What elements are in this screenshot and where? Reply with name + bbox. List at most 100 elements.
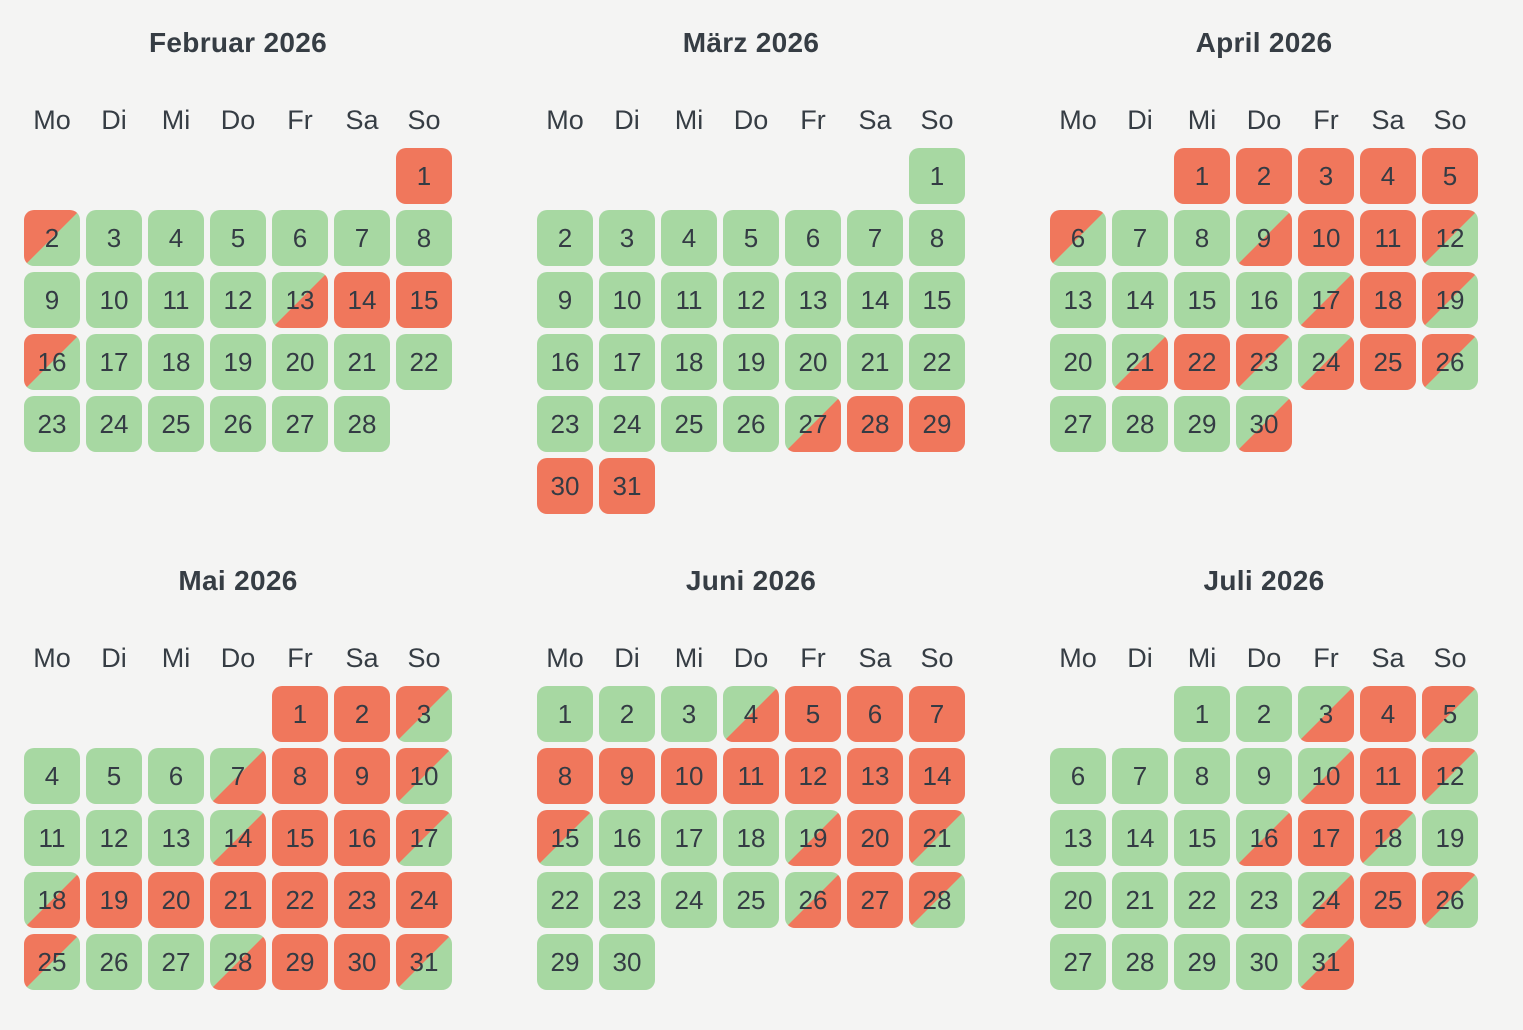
day-cell-available[interactable]: 30 — [599, 934, 655, 990]
day-cell-booked[interactable]: 10 — [1298, 210, 1354, 266]
day-cell-available[interactable]: 6 — [272, 210, 328, 266]
day-cell-available[interactable]: 3 — [86, 210, 142, 266]
day-cell-available[interactable]: 23 — [1236, 872, 1292, 928]
day-cell-booked[interactable]: 13 — [847, 748, 903, 804]
day-cell-checkin[interactable]: 31 — [1298, 934, 1354, 990]
day-cell-available[interactable]: 26 — [86, 934, 142, 990]
day-cell-available[interactable]: 29 — [1174, 934, 1230, 990]
day-cell-checkin[interactable]: 14 — [210, 810, 266, 866]
day-cell-available[interactable]: 16 — [599, 810, 655, 866]
day-cell-booked[interactable]: 1 — [272, 686, 328, 742]
day-cell-checkout[interactable]: 21 — [909, 810, 965, 866]
day-cell-available[interactable]: 3 — [661, 686, 717, 742]
day-cell-available[interactable]: 1 — [537, 686, 593, 742]
day-cell-available[interactable]: 4 — [661, 210, 717, 266]
day-cell-available[interactable]: 29 — [537, 934, 593, 990]
day-cell-booked[interactable]: 12 — [785, 748, 841, 804]
day-cell-available[interactable]: 24 — [661, 872, 717, 928]
day-cell-checkout[interactable]: 6 — [1050, 210, 1106, 266]
day-cell-booked[interactable]: 30 — [334, 934, 390, 990]
day-cell-checkin[interactable]: 9 — [1236, 210, 1292, 266]
day-cell-available[interactable]: 5 — [723, 210, 779, 266]
day-cell-available[interactable]: 20 — [1050, 334, 1106, 390]
day-cell-booked[interactable]: 21 — [210, 872, 266, 928]
day-cell-available[interactable]: 22 — [909, 334, 965, 390]
day-cell-available[interactable]: 11 — [148, 272, 204, 328]
day-cell-booked[interactable]: 17 — [1298, 810, 1354, 866]
day-cell-checkin[interactable]: 13 — [272, 272, 328, 328]
day-cell-checkout[interactable]: 23 — [1236, 334, 1292, 390]
day-cell-available[interactable]: 10 — [86, 272, 142, 328]
day-cell-booked[interactable]: 16 — [334, 810, 390, 866]
day-cell-available[interactable]: 16 — [1236, 272, 1292, 328]
day-cell-booked[interactable]: 23 — [334, 872, 390, 928]
day-cell-available[interactable]: 24 — [599, 396, 655, 452]
day-cell-available[interactable]: 1 — [1174, 686, 1230, 742]
day-cell-available[interactable]: 17 — [661, 810, 717, 866]
day-cell-available[interactable]: 20 — [785, 334, 841, 390]
day-cell-checkout[interactable]: 12 — [1422, 748, 1478, 804]
day-cell-checkout[interactable]: 26 — [1422, 872, 1478, 928]
day-cell-booked[interactable]: 4 — [1360, 148, 1416, 204]
day-cell-checkin[interactable]: 10 — [1298, 748, 1354, 804]
day-cell-checkout[interactable]: 19 — [1422, 272, 1478, 328]
day-cell-booked[interactable]: 10 — [661, 748, 717, 804]
day-cell-checkin[interactable]: 3 — [1298, 686, 1354, 742]
day-cell-booked[interactable]: 11 — [723, 748, 779, 804]
day-cell-checkin[interactable]: 4 — [723, 686, 779, 742]
day-cell-available[interactable]: 3 — [599, 210, 655, 266]
day-cell-available[interactable]: 28 — [334, 396, 390, 452]
day-cell-available[interactable]: 21 — [1112, 872, 1168, 928]
day-cell-available[interactable]: 6 — [785, 210, 841, 266]
day-cell-booked[interactable]: 14 — [909, 748, 965, 804]
day-cell-checkout[interactable]: 3 — [396, 686, 452, 742]
day-cell-booked[interactable]: 5 — [1422, 148, 1478, 204]
day-cell-booked[interactable]: 18 — [1360, 272, 1416, 328]
day-cell-available[interactable]: 15 — [909, 272, 965, 328]
day-cell-booked[interactable]: 25 — [1360, 334, 1416, 390]
day-cell-available[interactable]: 20 — [1050, 872, 1106, 928]
day-cell-available[interactable]: 17 — [599, 334, 655, 390]
day-cell-available[interactable]: 20 — [272, 334, 328, 390]
day-cell-available[interactable]: 18 — [661, 334, 717, 390]
day-cell-booked[interactable]: 29 — [272, 934, 328, 990]
day-cell-available[interactable]: 26 — [723, 396, 779, 452]
day-cell-booked[interactable]: 6 — [847, 686, 903, 742]
day-cell-booked[interactable]: 8 — [272, 748, 328, 804]
day-cell-available[interactable]: 27 — [1050, 396, 1106, 452]
day-cell-checkin[interactable]: 19 — [785, 810, 841, 866]
day-cell-checkout[interactable]: 28 — [909, 872, 965, 928]
day-cell-checkin[interactable]: 24 — [1298, 334, 1354, 390]
day-cell-checkin[interactable]: 16 — [1236, 810, 1292, 866]
day-cell-booked[interactable]: 4 — [1360, 686, 1416, 742]
day-cell-available[interactable]: 6 — [1050, 748, 1106, 804]
day-cell-available[interactable]: 15 — [1174, 810, 1230, 866]
day-cell-booked[interactable]: 19 — [86, 872, 142, 928]
day-cell-available[interactable]: 19 — [1422, 810, 1478, 866]
day-cell-booked[interactable]: 2 — [1236, 148, 1292, 204]
day-cell-checkin[interactable]: 26 — [785, 872, 841, 928]
day-cell-checkin[interactable]: 30 — [1236, 396, 1292, 452]
day-cell-booked[interactable]: 8 — [537, 748, 593, 804]
day-cell-checkout[interactable]: 25 — [24, 934, 80, 990]
day-cell-available[interactable]: 23 — [537, 396, 593, 452]
day-cell-booked[interactable]: 29 — [909, 396, 965, 452]
day-cell-checkin[interactable]: 28 — [210, 934, 266, 990]
day-cell-available[interactable]: 25 — [661, 396, 717, 452]
day-cell-available[interactable]: 5 — [210, 210, 266, 266]
day-cell-available[interactable]: 6 — [148, 748, 204, 804]
day-cell-checkout[interactable]: 16 — [24, 334, 80, 390]
day-cell-available[interactable]: 19 — [210, 334, 266, 390]
day-cell-available[interactable]: 27 — [1050, 934, 1106, 990]
day-cell-available[interactable]: 27 — [272, 396, 328, 452]
day-cell-checkin[interactable]: 24 — [1298, 872, 1354, 928]
day-cell-checkout[interactable]: 2 — [24, 210, 80, 266]
day-cell-available[interactable]: 15 — [1174, 272, 1230, 328]
day-cell-checkout[interactable]: 17 — [396, 810, 452, 866]
day-cell-booked[interactable]: 5 — [785, 686, 841, 742]
day-cell-available[interactable]: 30 — [1236, 934, 1292, 990]
day-cell-available[interactable]: 21 — [847, 334, 903, 390]
day-cell-checkout[interactable]: 31 — [396, 934, 452, 990]
day-cell-available[interactable]: 22 — [396, 334, 452, 390]
day-cell-available[interactable]: 19 — [723, 334, 779, 390]
